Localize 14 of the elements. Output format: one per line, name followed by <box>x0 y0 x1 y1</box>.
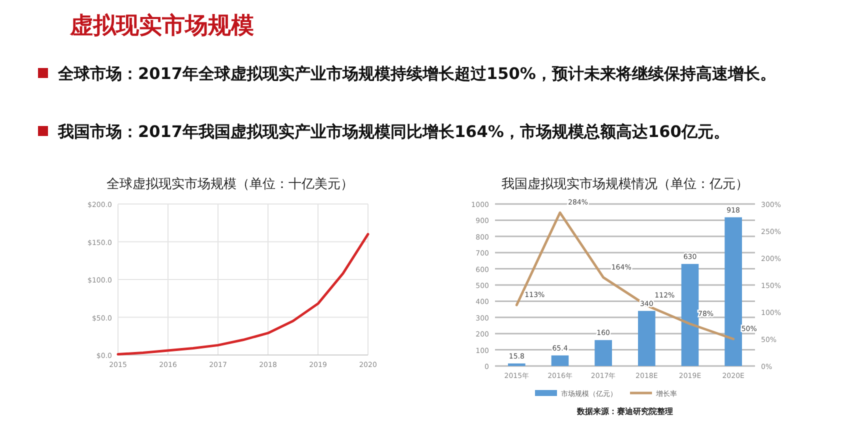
bar <box>681 264 699 366</box>
bar <box>551 355 569 366</box>
bar <box>594 340 612 366</box>
bar <box>638 310 656 366</box>
line-series <box>515 211 735 340</box>
bar <box>724 217 742 366</box>
line-series <box>116 232 370 356</box>
chart-title: 全球虚拟现实市场规模（单位：十亿美元） <box>106 176 354 192</box>
text: 全球市场：2017年全球虚拟现实产业市场规模持续增长超过150%，预计未来将继续保持高速增长。 <box>58 63 777 85</box>
text: 我国市场：2017年我国虚拟现实产业市场规模同比增长164%，市场规模总额高达160亿元。 <box>58 121 730 143</box>
text: 虚拟现实市场规模 <box>70 12 254 41</box>
source-note: 数据来源：赛迪研究院整理 <box>576 406 673 416</box>
chart-title: 我国虚拟现实市场规模情况（单位：亿元） <box>502 177 748 192</box>
bar <box>508 363 526 366</box>
